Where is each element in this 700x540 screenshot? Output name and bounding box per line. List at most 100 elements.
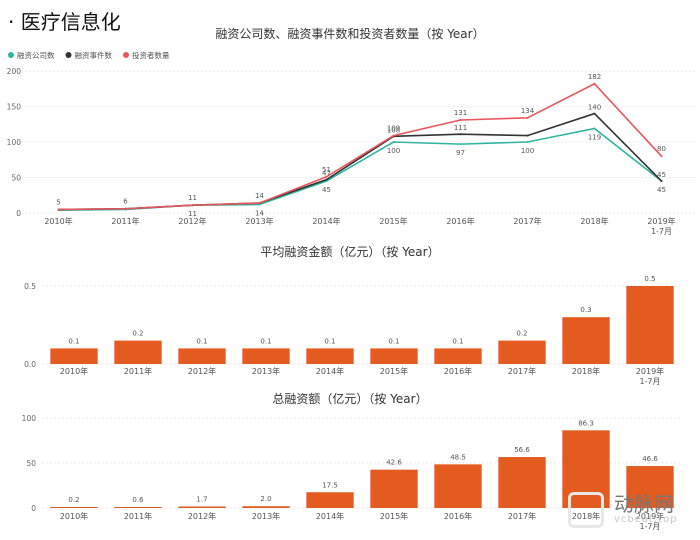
bar (626, 286, 674, 364)
x-tick-label: 1-7月 (639, 522, 660, 531)
x-tick-label: 2014年 (316, 511, 344, 521)
watermark-sub: vcbeat.top (614, 514, 678, 525)
data-label: 134 (521, 107, 535, 115)
data-label: 100 (521, 147, 534, 155)
y-tick-label: 0 (16, 209, 21, 218)
data-point (325, 175, 328, 178)
data-label: 1.7 (196, 495, 207, 503)
data-label: 100 (387, 147, 400, 155)
y-tick-label: 0.5 (24, 282, 36, 291)
data-label: 5 (56, 198, 60, 206)
bar (498, 340, 546, 364)
data-label: 56.6 (514, 446, 530, 454)
bar (50, 507, 98, 508)
x-tick-label: 2017年 (513, 216, 541, 226)
data-label: 0.1 (452, 337, 463, 345)
x-tick-label: 2014年 (312, 216, 340, 226)
data-label: 97 (456, 149, 465, 157)
data-label: 140 (588, 104, 601, 112)
data-point (593, 82, 596, 85)
data-point (258, 203, 261, 206)
data-point (459, 133, 462, 136)
data-point (392, 134, 395, 137)
x-tick-label: 2010年 (44, 216, 72, 226)
data-label: 0.2 (516, 330, 527, 338)
y-tick-label: 50 (26, 459, 36, 468)
data-label: 45 (322, 186, 331, 194)
y-tick-label: 0.0 (24, 360, 36, 369)
data-point (526, 134, 529, 137)
y-tick-label: 100 (22, 414, 37, 423)
x-tick-label: 2013年 (252, 511, 280, 521)
bar (370, 348, 418, 364)
bar (178, 506, 226, 508)
x-tick-label: 2019年 (636, 511, 664, 521)
bar (498, 457, 546, 508)
data-point (124, 207, 127, 210)
x-tick-label: 2013年 (252, 366, 280, 376)
y-tick-label: 0 (31, 504, 36, 513)
legend-marker (8, 52, 14, 58)
data-label: 11 (188, 210, 197, 218)
legend-marker (123, 52, 129, 58)
x-tick-label: 2010年 (60, 511, 88, 521)
data-label: 86.3 (578, 419, 594, 427)
data-label: 0.1 (324, 337, 335, 345)
data-label: 0.1 (260, 337, 271, 345)
data-label: 6 (123, 198, 128, 206)
data-label: 0.1 (196, 337, 207, 345)
data-label: 46.6 (642, 455, 658, 463)
data-label: 108 (387, 126, 400, 134)
bar (626, 466, 674, 508)
data-point (459, 118, 462, 121)
x-tick-label: 1-7月 (639, 377, 660, 386)
bar (178, 348, 226, 364)
x-tick-label: 2010年 (60, 366, 88, 376)
data-label: 119 (588, 134, 601, 142)
data-label: 0.1 (388, 337, 399, 345)
data-label: 51 (322, 166, 331, 174)
data-point (593, 127, 596, 130)
x-tick-label: 2018年 (572, 366, 600, 376)
data-label: 0.2 (68, 496, 79, 504)
bar (50, 348, 98, 364)
watermark-brand: 动脉网 (614, 492, 674, 516)
x-tick-label: 2017年 (508, 511, 536, 521)
legend-entry: 投资者数量 (132, 50, 170, 60)
data-point (392, 141, 395, 143)
x-tick-label: 2012年 (178, 216, 206, 226)
data-point (593, 112, 596, 115)
chart-title: 融资公司数、融资事件数和投资者数量（按 Year） (215, 26, 484, 41)
x-tick-label: 2015年 (380, 366, 408, 376)
data-label: 14 (255, 209, 264, 217)
legend-entry: 融资事件数 (75, 50, 113, 60)
x-tick-label: 2015年 (379, 216, 407, 226)
data-point (660, 180, 663, 183)
data-point (191, 204, 194, 207)
x-tick-label: 2016年 (444, 511, 472, 521)
data-point (57, 208, 60, 211)
data-point (325, 178, 328, 181)
data-label: 111 (454, 124, 467, 132)
x-tick-label: 2016年 (444, 366, 472, 376)
x-tick-label: 2019年 (647, 216, 675, 226)
x-tick-label: 2018年 (580, 216, 608, 226)
data-label: 0.1 (68, 337, 79, 345)
data-label: 14 (255, 192, 264, 200)
bar (114, 507, 162, 508)
x-tick-label: 2019年 (636, 366, 664, 376)
data-label: 47 (322, 170, 331, 178)
bar (562, 317, 610, 364)
x-tick-label: 2012年 (188, 366, 216, 376)
data-label: 182 (588, 73, 601, 81)
bar (306, 348, 354, 364)
watermark: 动脉网 vcbeat.top (568, 488, 696, 532)
data-label: 131 (454, 109, 467, 117)
data-label: 0.6 (132, 496, 144, 504)
bar (434, 348, 482, 364)
y-tick-label: 100 (7, 138, 22, 147)
chart-title: 总融资额（亿元）（按 Year） (272, 391, 427, 406)
data-label: 2.0 (260, 495, 271, 503)
x-tick-label: 2015年 (380, 511, 408, 521)
y-tick-label: 50 (11, 174, 21, 183)
